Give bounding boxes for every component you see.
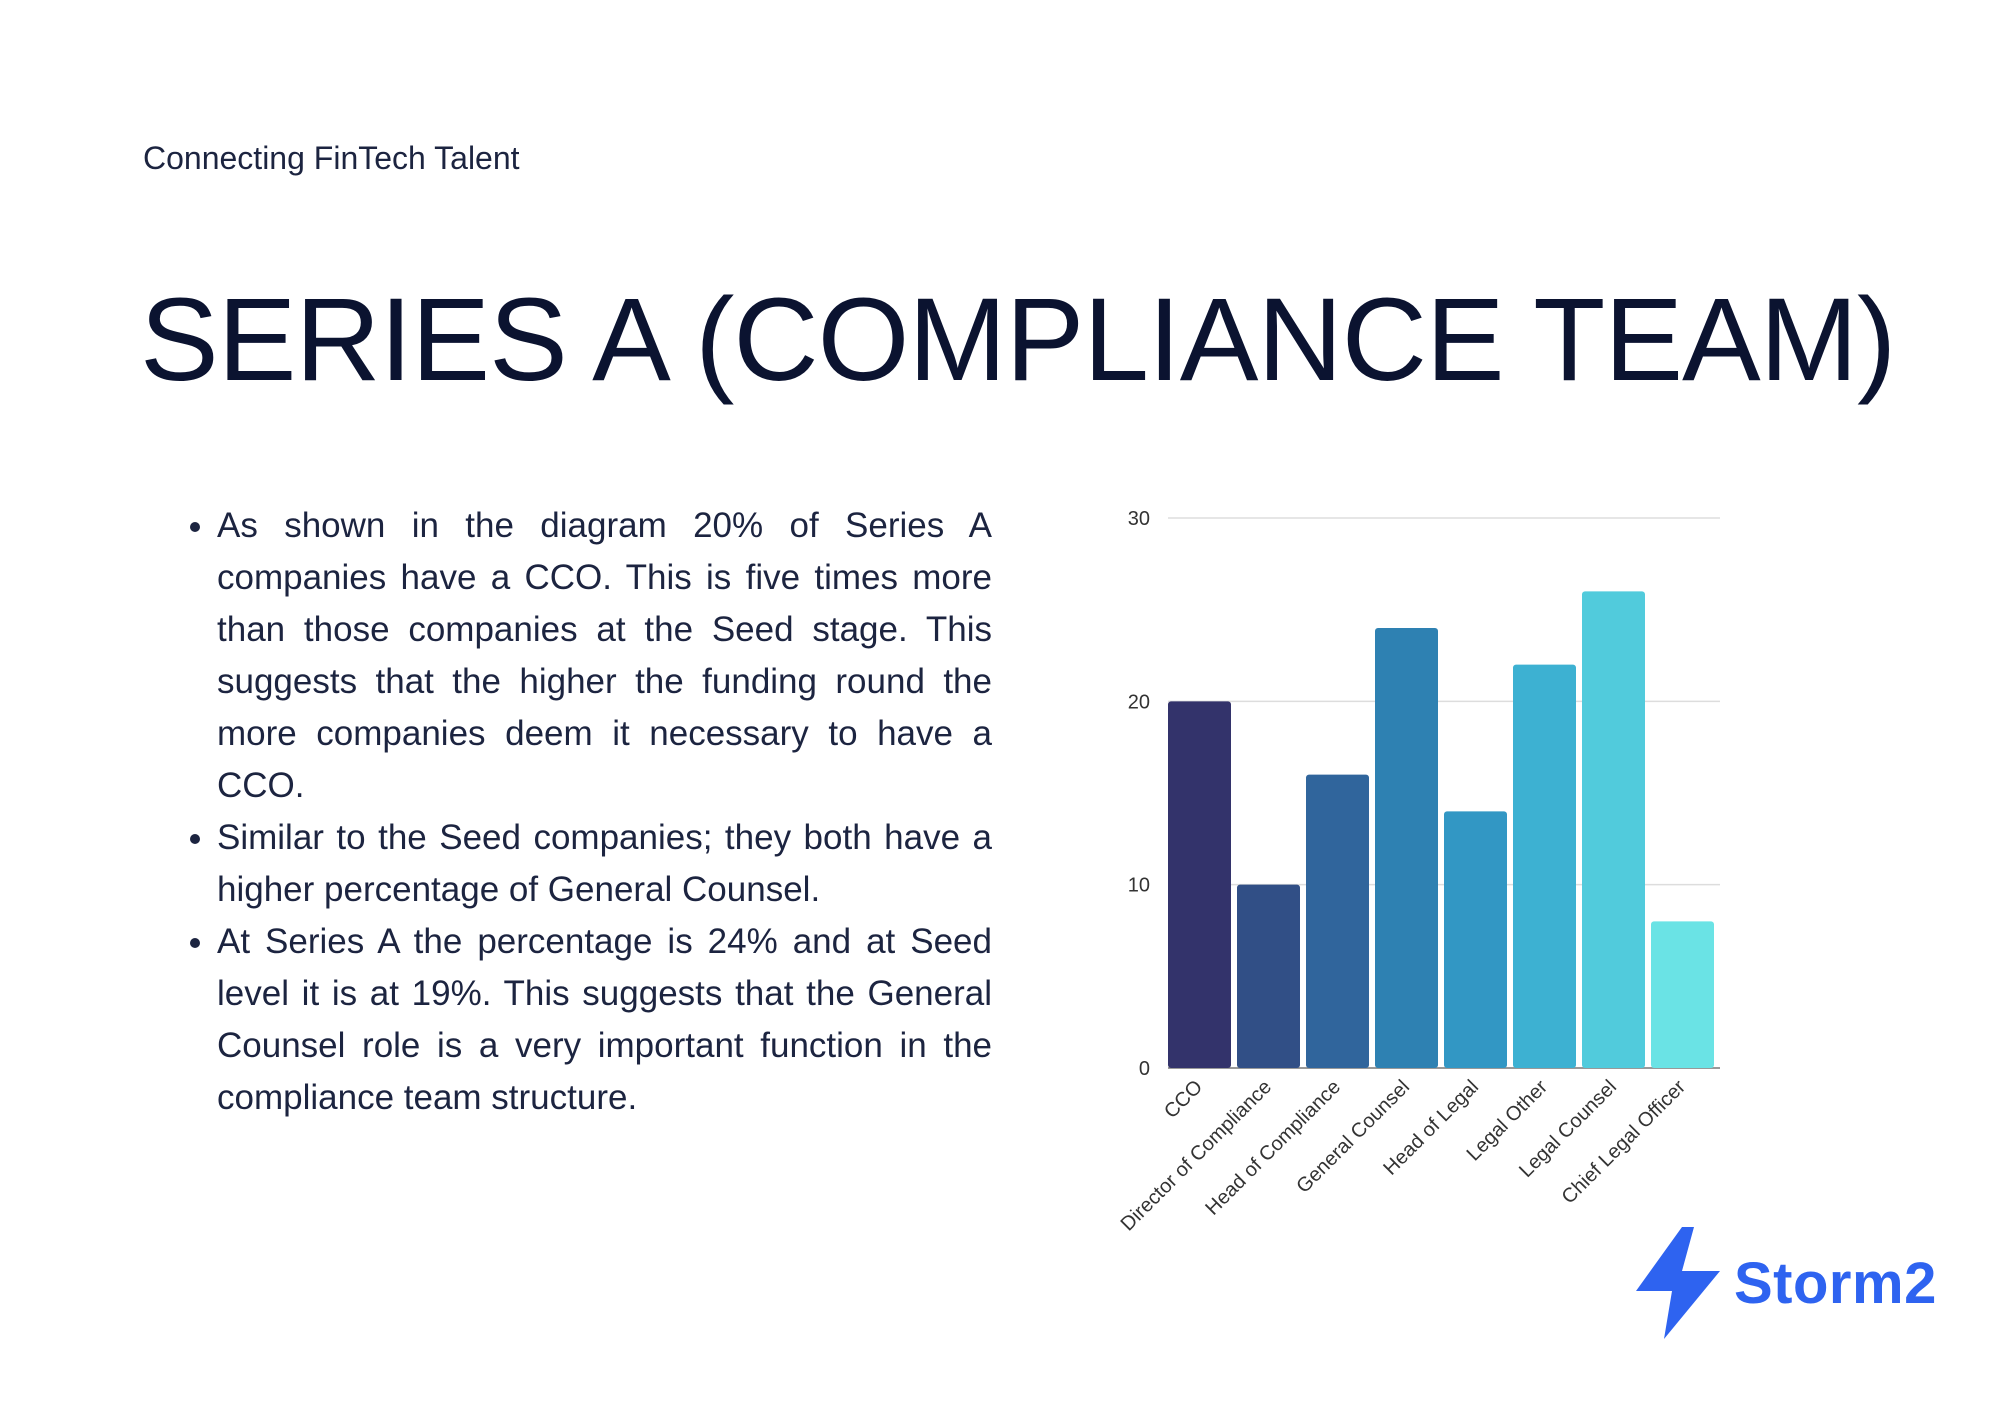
y-tick-label: 30 [1128,508,1150,530]
bar [1306,774,1369,1068]
lightning-bolt-icon [1636,1227,1720,1339]
bullet-item: Similar to the Seed companies; they both… [217,812,992,916]
bullet-item: At Series A the percentage is 24% and at… [217,916,992,1124]
bar [1375,628,1438,1068]
x-tick-label: CCO [1160,1076,1207,1123]
x-tick-label: Head of Compliance [1201,1076,1345,1220]
bar [1513,664,1576,1068]
page-title: SERIES A (COMPLIANCE TEAM) [140,274,1896,406]
bar [1168,701,1231,1068]
chart-y-ticks: 0 10 20 30 [1128,508,1150,1080]
storm2-logo: Storm2 [1630,1225,1937,1341]
y-tick-label: 10 [1128,875,1150,897]
tagline: Connecting FinTech Talent [143,140,520,176]
bar [1582,591,1645,1068]
bullet-list: As shown in the diagram 20% of Series A … [170,500,992,1124]
bar [1444,811,1507,1068]
bullet-item: As shown in the diagram 20% of Series A … [217,500,992,812]
bar [1651,921,1714,1068]
chart-bars [1168,591,1714,1068]
y-tick-label: 0 [1139,1058,1150,1080]
x-tick-label: Chief Legal Officer [1558,1076,1691,1209]
logo-text: Storm2 [1734,1250,1937,1316]
bar [1237,884,1300,1068]
y-tick-label: 20 [1128,691,1150,713]
